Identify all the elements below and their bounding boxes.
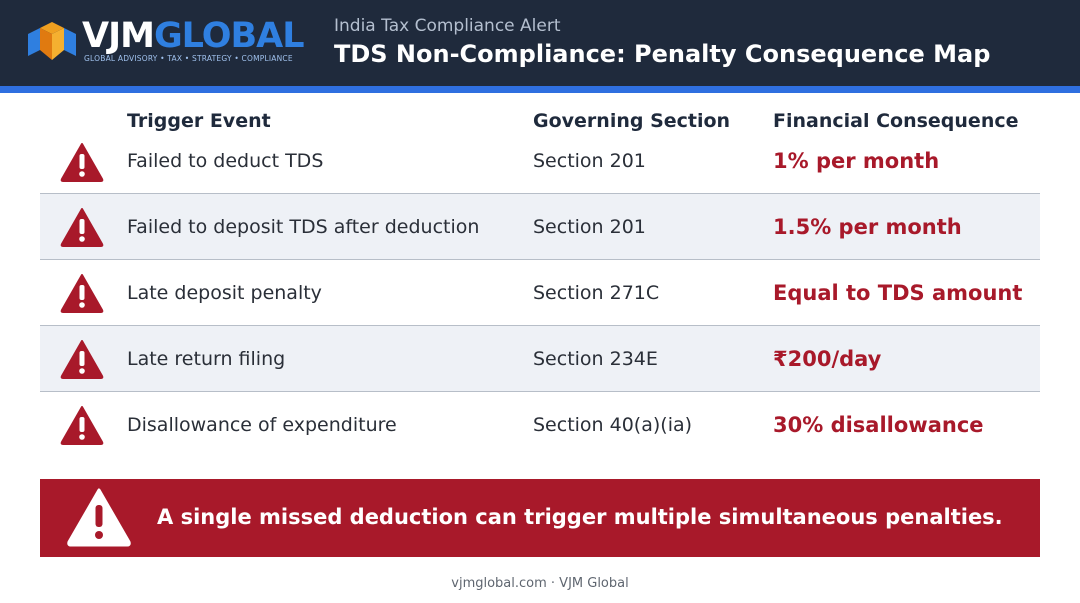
row-divider bbox=[40, 391, 1040, 392]
financial-consequence-cell: 30% disallowance bbox=[773, 413, 984, 437]
logo-text-global: GLOBAL bbox=[153, 16, 305, 56]
header-subtitle: India Tax Compliance Alert bbox=[334, 16, 561, 36]
table-row: Disallowance of expenditure Section 40(a… bbox=[40, 392, 1040, 458]
financial-consequence-cell: 1% per month bbox=[773, 149, 940, 173]
financial-consequence-cell: Equal to TDS amount bbox=[773, 281, 1023, 305]
logo-text-vjm: VJM bbox=[82, 16, 155, 56]
governing-section-cell: Section 40(a)(ia) bbox=[533, 414, 693, 436]
table-row: Late return filing Section 234E ₹200/day bbox=[40, 326, 1040, 392]
row-divider bbox=[40, 193, 1040, 194]
warning-triangle-icon bbox=[60, 208, 104, 247]
brand-logo[interactable]: VJMGLOBAL GLOBAL ADVISORY • TAX • STRATE… bbox=[26, 16, 316, 68]
row-divider bbox=[40, 259, 1040, 260]
financial-consequence-cell: ₹200/day bbox=[773, 347, 882, 371]
column-header-consequence: Financial Consequence bbox=[773, 110, 1019, 132]
logo-tagline: GLOBAL ADVISORY • TAX • STRATEGY • COMPL… bbox=[84, 54, 293, 63]
header-bar: VJMGLOBAL GLOBAL ADVISORY • TAX • STRATE… bbox=[0, 0, 1080, 86]
warning-triangle-icon bbox=[60, 143, 104, 182]
trigger-event-cell: Failed to deposit TDS after deduction bbox=[127, 216, 480, 238]
alert-message: A single missed deduction can trigger mu… bbox=[157, 505, 1003, 529]
trigger-event-cell: Failed to deduct TDS bbox=[127, 150, 324, 172]
trigger-event-cell: Disallowance of expenditure bbox=[127, 414, 397, 436]
governing-section-cell: Section 201 bbox=[533, 216, 646, 238]
table-row: Late deposit penalty Section 271C Equal … bbox=[40, 260, 1040, 326]
governing-section-cell: Section 201 bbox=[533, 150, 646, 172]
governing-section-cell: Section 271C bbox=[533, 282, 660, 304]
column-header-trigger: Trigger Event bbox=[127, 110, 271, 132]
trigger-event-cell: Late deposit penalty bbox=[127, 282, 322, 304]
vjm-logo-mark-icon bbox=[28, 22, 76, 60]
governing-section-cell: Section 234E bbox=[533, 348, 658, 370]
column-header-section: Governing Section bbox=[533, 110, 731, 132]
warning-triangle-icon bbox=[60, 274, 104, 313]
trigger-event-cell: Late return filing bbox=[127, 348, 286, 370]
header-accent-stripe bbox=[0, 86, 1080, 93]
footer-credit: vjmglobal.com · VJM Global bbox=[451, 576, 629, 591]
table-row: Failed to deposit TDS after deduction Se… bbox=[40, 194, 1040, 260]
table-row: Failed to deduct TDS Section 201 1% per … bbox=[40, 128, 1040, 194]
alert-banner: A single missed deduction can trigger mu… bbox=[40, 479, 1040, 557]
warning-triangle-icon bbox=[67, 488, 131, 547]
warning-triangle-icon bbox=[60, 340, 104, 379]
page-title: TDS Non-Compliance: Penalty Consequence … bbox=[334, 40, 991, 68]
warning-triangle-icon bbox=[60, 406, 104, 445]
logo-wordmark: VJMGLOBAL bbox=[82, 16, 305, 56]
financial-consequence-cell: 1.5% per month bbox=[773, 215, 962, 239]
row-divider bbox=[40, 325, 1040, 326]
